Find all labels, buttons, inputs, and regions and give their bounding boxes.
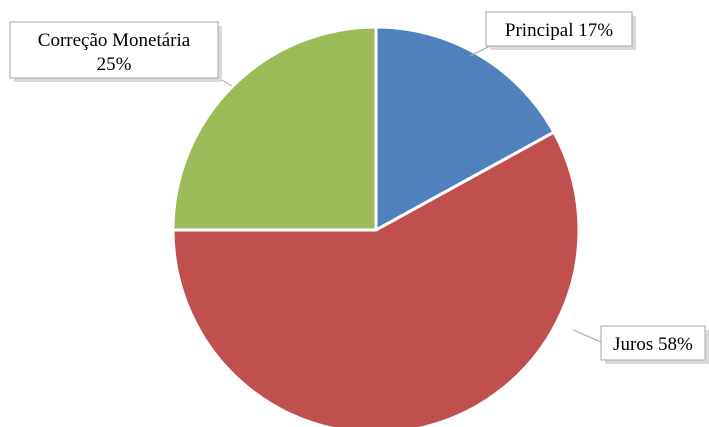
callout-box-juros: [600, 325, 706, 361]
pie-slices: [171, 25, 581, 427]
leader-line-juros: [572, 329, 602, 343]
data-label-correcao-line1: Correção Monetária: [38, 30, 191, 51]
pie-slice-principal: [374, 25, 556, 232]
callout-box-correcao: [9, 21, 219, 79]
callout-box-principal: [485, 11, 633, 47]
pie-callouts: Principal 17% Juros 58% Correção Monetár…: [9, 11, 709, 364]
callout-principal: Principal 17%: [469, 11, 636, 57]
callout-correcao-monetaria: Correção Monetária 25%: [9, 21, 233, 87]
data-label-correcao-line2: 25%: [97, 54, 132, 75]
pie-slice-correcao-monetaria: [171, 25, 378, 232]
leader-line-principal: [469, 45, 491, 57]
leader-line-correcao: [221, 79, 233, 87]
data-label-principal: Principal 17%: [505, 20, 613, 41]
callout-juros: Juros 58%: [572, 325, 709, 364]
data-label-juros: Juros 58%: [613, 334, 693, 355]
